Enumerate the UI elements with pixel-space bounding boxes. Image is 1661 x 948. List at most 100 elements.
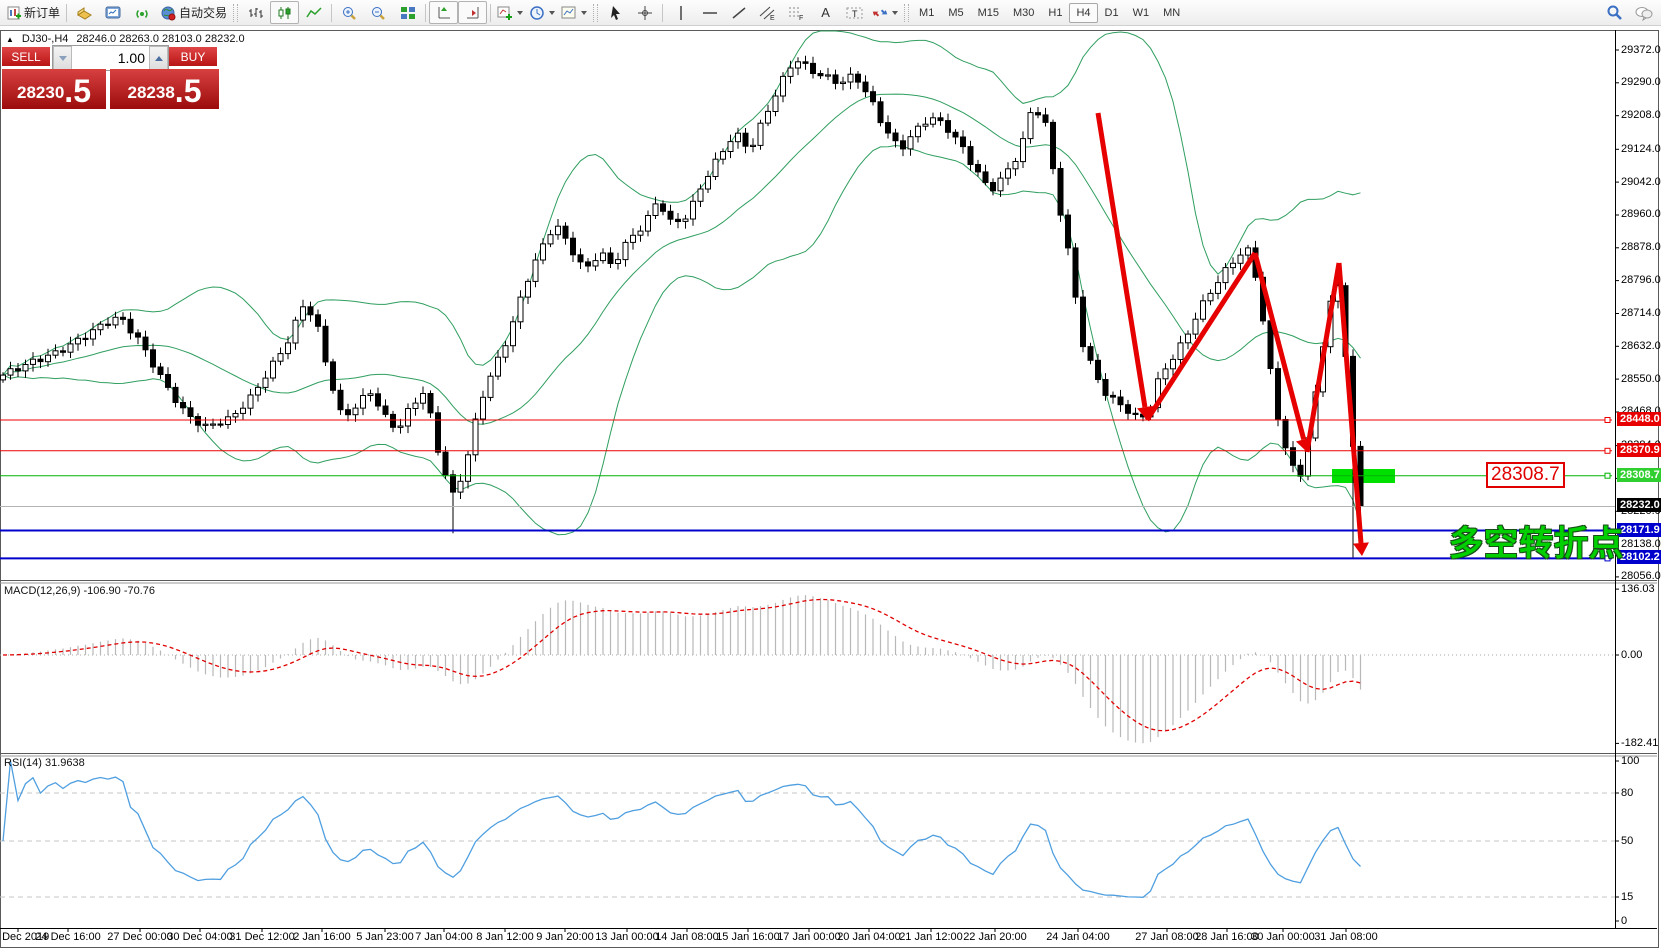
bar-chart-button[interactable] bbox=[241, 1, 270, 24]
arrows-button[interactable] bbox=[869, 1, 901, 24]
turning-point-text: 多空转折点 bbox=[1449, 525, 1624, 563]
fibonacci-button[interactable]: F bbox=[782, 1, 811, 24]
chat-icon bbox=[1635, 6, 1652, 21]
templates-button[interactable] bbox=[558, 1, 590, 24]
cursor-button[interactable] bbox=[601, 1, 630, 24]
auto-trading-button[interactable]: 自动交易 bbox=[157, 1, 230, 24]
candlestick-chart-button[interactable] bbox=[270, 1, 300, 24]
timeframe-bar: M1 M5 M15 M30 H1 H4 D1 W1 MN bbox=[912, 2, 1187, 23]
time-axis-label: 8 Jan 12:00 bbox=[476, 931, 534, 943]
zoom-out-icon bbox=[372, 6, 385, 20]
price-axis-tick: 29290.0 bbox=[1621, 76, 1661, 89]
rsi-axis-tick: 15 bbox=[1621, 890, 1634, 903]
buy-button[interactable]: BUY bbox=[169, 47, 217, 66]
rsi-label: RSI(14) 31.9638 bbox=[4, 757, 85, 769]
price-axis-tick: 28960.0 bbox=[1621, 208, 1661, 221]
chart-ohlc-values: 28246.0 28263.0 28103.0 28232.0 bbox=[76, 33, 245, 45]
market-watch-button[interactable] bbox=[70, 1, 99, 24]
timeframe-H1[interactable]: H1 bbox=[1048, 6, 1063, 19]
macd-label: MACD(12,26,9) -106.90 -70.76 bbox=[4, 585, 156, 597]
expand-triangle-icon[interactable]: ▲ bbox=[6, 34, 14, 44]
macd-histogram bbox=[9, 595, 1362, 744]
timeframe-M5[interactable]: M5 bbox=[948, 6, 964, 19]
rsi-axis-tick: 80 bbox=[1621, 786, 1634, 799]
price-axis-tick: 28056.0 bbox=[1621, 570, 1661, 583]
text-button[interactable]: A bbox=[811, 1, 840, 24]
bar-chart-icon bbox=[248, 7, 263, 18]
auto-trading-label: 自动交易 bbox=[179, 6, 228, 20]
chart-shift-button[interactable] bbox=[429, 1, 459, 24]
buy-price-fraction: .5 bbox=[174, 73, 202, 109]
timeframe-D1[interactable]: D1 bbox=[1104, 6, 1119, 19]
time-axis-label: 31 Jan 08:00 bbox=[1314, 931, 1378, 943]
tile-windows-button[interactable] bbox=[393, 1, 422, 24]
equidistant-channel-button[interactable]: E bbox=[753, 1, 782, 24]
signals-button[interactable] bbox=[128, 1, 157, 24]
fibonacci-icon: F bbox=[789, 7, 803, 21]
svg-text:T: T bbox=[852, 9, 858, 19]
timeframe-M1[interactable]: M1 bbox=[919, 6, 935, 19]
vertical-line-button[interactable] bbox=[666, 1, 695, 24]
auto-scroll-button[interactable] bbox=[458, 1, 488, 24]
text-label-button[interactable]: T bbox=[840, 1, 869, 24]
search-icon bbox=[1607, 5, 1622, 20]
time-axis-label: 23 Dec 2019 bbox=[0, 931, 50, 943]
timeframe-M30[interactable]: M30 bbox=[1013, 6, 1035, 19]
horizontal-line-icon bbox=[702, 11, 717, 14]
dropdown-caret bbox=[892, 10, 899, 15]
time-axis-label: 9 Jan 20:00 bbox=[536, 931, 594, 943]
horizontal-line-button[interactable] bbox=[695, 1, 724, 24]
timeframe-M15[interactable]: M15 bbox=[977, 6, 999, 19]
community-chat-button[interactable] bbox=[1629, 1, 1658, 24]
search-button[interactable] bbox=[1600, 1, 1629, 24]
time-axis-label: 5 Jan 23:00 bbox=[356, 931, 414, 943]
timeframe-W1[interactable]: W1 bbox=[1132, 6, 1150, 19]
candles bbox=[0, 55, 1364, 559]
auto-trading-icon bbox=[161, 6, 176, 20]
price-annotation-box[interactable]: 28308.7 bbox=[1486, 462, 1565, 488]
auto-scroll-icon bbox=[466, 6, 479, 18]
add-indicator-button[interactable] bbox=[494, 1, 526, 24]
time-axis-label: 28 Jan 16:00 bbox=[1195, 931, 1259, 943]
chart-symbol-period: DJ30-,H4 bbox=[21, 33, 69, 45]
crosshair-button[interactable] bbox=[630, 1, 659, 24]
dropdown-caret bbox=[549, 10, 556, 15]
sell-button[interactable]: SELL bbox=[2, 47, 50, 66]
toolbar-grip bbox=[904, 3, 910, 22]
new-order-icon bbox=[7, 6, 21, 19]
book-icon bbox=[77, 6, 92, 20]
price-badge: 28308.7 bbox=[1617, 467, 1661, 482]
price-axis-tick: 29372.0 bbox=[1621, 43, 1661, 56]
timeframe-H4[interactable]: H4 bbox=[1069, 2, 1098, 23]
sell-price-button[interactable]: 28230.5 bbox=[2, 69, 106, 109]
time-axis-label: 17 Jan 00:00 bbox=[777, 931, 841, 943]
time-axis-label: 22 Jan 20:00 bbox=[963, 931, 1027, 943]
time-axis-label: 13 Jan 00:00 bbox=[595, 931, 659, 943]
volume-input[interactable] bbox=[72, 46, 149, 70]
volume-decrease-button[interactable] bbox=[53, 46, 72, 70]
tile-windows-icon bbox=[400, 6, 415, 19]
trendline-icon bbox=[732, 6, 746, 19]
price-axis-tick: 28632.0 bbox=[1621, 339, 1661, 352]
line-chart-button[interactable] bbox=[299, 1, 328, 24]
sell-price-fraction: .5 bbox=[64, 73, 91, 109]
svg-text:F: F bbox=[799, 15, 803, 21]
one-click-trading-panel: SELL BUY 28230.5 28238.5 bbox=[2, 45, 219, 109]
toolbar-grip bbox=[233, 3, 239, 22]
time-axis-label: 27 Dec 00:00 bbox=[107, 931, 173, 943]
volume-increase-button[interactable] bbox=[149, 46, 168, 70]
dropdown-caret bbox=[581, 10, 588, 15]
new-order-button[interactable]: 新订单 bbox=[3, 1, 63, 24]
new-order-label: 新订单 bbox=[24, 6, 61, 20]
buy-price-button[interactable]: 28238.5 bbox=[110, 69, 219, 109]
chart-window-button[interactable] bbox=[99, 1, 128, 24]
arrows-icon bbox=[872, 8, 888, 17]
trendline-button[interactable] bbox=[724, 1, 753, 24]
chart-window-icon bbox=[105, 6, 121, 18]
zoom-in-button[interactable] bbox=[335, 1, 364, 24]
zoom-out-button[interactable] bbox=[364, 1, 393, 24]
time-axis-label: 31 Dec 12:00 bbox=[229, 931, 295, 943]
timeframe-MN[interactable]: MN bbox=[1163, 6, 1181, 19]
periods-button[interactable] bbox=[526, 1, 558, 24]
